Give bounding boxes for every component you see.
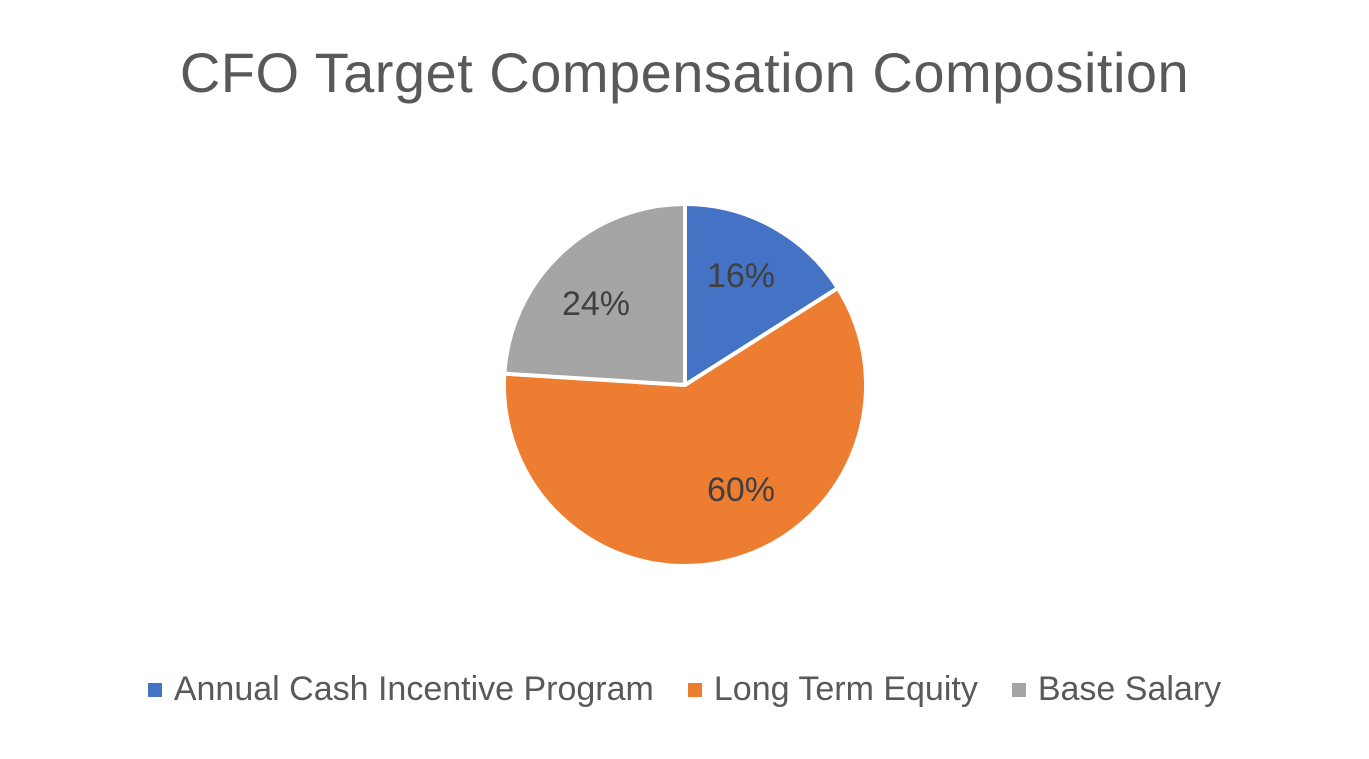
legend-item-base-salary: Base Salary xyxy=(1011,670,1222,709)
legend-label: Long Term Equity xyxy=(713,670,978,708)
data-label: 24% xyxy=(562,285,630,323)
slice-base-salary xyxy=(502,202,687,387)
data-label: 60% xyxy=(707,471,775,509)
data-label: 16% xyxy=(707,257,775,295)
legend-item-annual-cash-incentive: Annual Cash Incentive Program xyxy=(147,670,654,709)
legend-swatch xyxy=(1011,682,1026,697)
legend-label: Base Salary xyxy=(1037,670,1222,708)
slice-annual-cash-incentive xyxy=(683,202,840,387)
chart-title: CFO Target Compensation Composition xyxy=(179,41,1190,104)
legend-item-long-term-equity: Long Term Equity xyxy=(687,670,978,709)
legend-label: Annual Cash Incentive Program xyxy=(173,670,654,708)
slice-long-term-equity xyxy=(502,286,868,568)
legend: Annual Cash Incentive Program Long Term … xyxy=(0,670,1369,709)
legend-swatch xyxy=(147,682,162,697)
legend-swatch xyxy=(687,682,702,697)
